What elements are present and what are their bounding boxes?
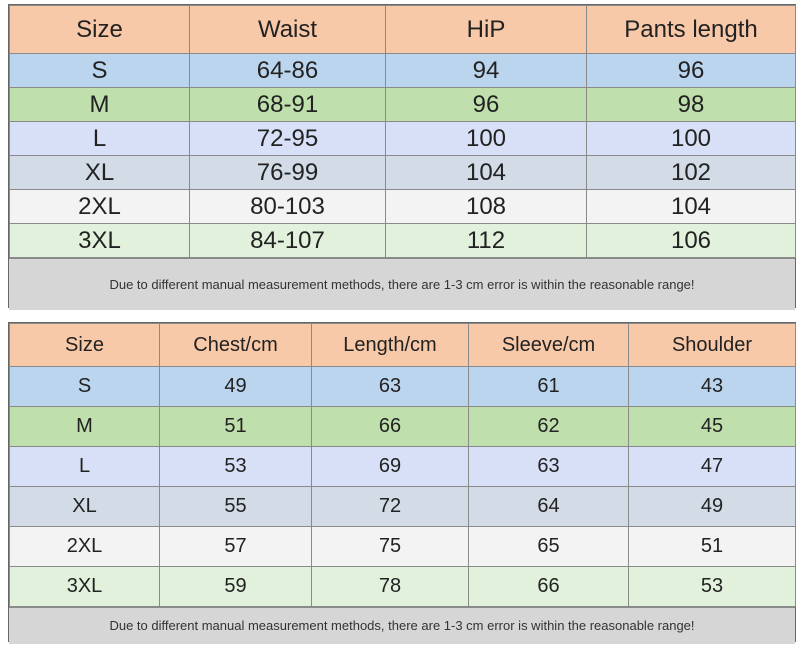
table-row: L 53 69 63 47 [9, 446, 796, 487]
pants-length-cell: 96 [586, 53, 796, 88]
size-cell: 3XL [9, 223, 190, 258]
size-cell: M [9, 87, 190, 122]
header-sleeve: Sleeve/cm [468, 323, 629, 367]
chest-cell: 59 [159, 566, 312, 607]
measurement-note: Due to different manual measurement meth… [9, 607, 795, 644]
sleeve-cell: 62 [468, 406, 629, 447]
waist-cell: 76-99 [189, 155, 386, 190]
header-shoulder: Shoulder [628, 323, 796, 367]
waist-cell: 68-91 [189, 87, 386, 122]
header-chest: Chest/cm [159, 323, 312, 367]
waist-cell: 80-103 [189, 189, 386, 224]
chest-cell: 53 [159, 446, 312, 487]
length-cell: 75 [311, 526, 469, 567]
top-size-chart: Size Chest/cm Length/cm Sleeve/cm Should… [8, 322, 796, 644]
hip-cell: 108 [385, 189, 587, 224]
table-row: 2XL 80-103 108 104 [9, 189, 796, 224]
shoulder-cell: 49 [628, 486, 796, 527]
size-cell: 3XL [9, 566, 160, 607]
sleeve-cell: 66 [468, 566, 629, 607]
table-row: S 49 63 61 43 [9, 366, 796, 407]
pants-length-cell: 106 [586, 223, 796, 258]
hip-cell: 112 [385, 223, 587, 258]
sleeve-cell: 64 [468, 486, 629, 527]
hip-cell: 96 [385, 87, 587, 122]
chest-cell: 55 [159, 486, 312, 527]
size-cell: XL [9, 155, 190, 190]
length-cell: 66 [311, 406, 469, 447]
size-cell: M [9, 406, 160, 447]
chest-cell: 51 [159, 406, 312, 447]
header-row: Size Chest/cm Length/cm Sleeve/cm Should… [9, 323, 796, 367]
table-row: M 51 66 62 45 [9, 406, 796, 447]
waist-cell: 84-107 [189, 223, 386, 258]
shoulder-cell: 51 [628, 526, 796, 567]
top-size-table: Size Chest/cm Length/cm Sleeve/cm Should… [9, 323, 796, 607]
length-cell: 63 [311, 366, 469, 407]
hip-cell: 104 [385, 155, 587, 190]
length-cell: 72 [311, 486, 469, 527]
header-waist: Waist [189, 5, 386, 54]
shoulder-cell: 53 [628, 566, 796, 607]
table-row: M 68-91 96 98 [9, 87, 796, 122]
header-size: Size [9, 5, 190, 54]
sleeve-cell: 61 [468, 366, 629, 407]
size-cell: 2XL [9, 526, 160, 567]
size-cell: S [9, 366, 160, 407]
table-row: 3XL 84-107 112 106 [9, 223, 796, 258]
size-cell: L [9, 121, 190, 156]
length-cell: 78 [311, 566, 469, 607]
table-row: XL 55 72 64 49 [9, 486, 796, 527]
table-row: L 72-95 100 100 [9, 121, 796, 156]
pants-size-table: Size Waist HiP Pants length S 64-86 94 9… [9, 5, 796, 258]
table-row: 3XL 59 78 66 53 [9, 566, 796, 607]
table-row: S 64-86 94 96 [9, 53, 796, 88]
chest-cell: 49 [159, 366, 312, 407]
shoulder-cell: 47 [628, 446, 796, 487]
header-size: Size [9, 323, 160, 367]
shoulder-cell: 45 [628, 406, 796, 447]
length-cell: 69 [311, 446, 469, 487]
pants-length-cell: 104 [586, 189, 796, 224]
shoulder-cell: 43 [628, 366, 796, 407]
size-cell: 2XL [9, 189, 190, 224]
header-row: Size Waist HiP Pants length [9, 5, 796, 54]
sleeve-cell: 63 [468, 446, 629, 487]
size-cell: S [9, 53, 190, 88]
size-cell: XL [9, 486, 160, 527]
waist-cell: 64-86 [189, 53, 386, 88]
header-pants-length: Pants length [586, 5, 796, 54]
hip-cell: 100 [385, 121, 587, 156]
table-row: 2XL 57 75 65 51 [9, 526, 796, 567]
chest-cell: 57 [159, 526, 312, 567]
pants-length-cell: 100 [586, 121, 796, 156]
pants-length-cell: 102 [586, 155, 796, 190]
size-cell: L [9, 446, 160, 487]
header-length: Length/cm [311, 323, 469, 367]
header-hip: HiP [385, 5, 587, 54]
hip-cell: 94 [385, 53, 587, 88]
measurement-note: Due to different manual measurement meth… [9, 258, 795, 310]
pants-size-chart: Size Waist HiP Pants length S 64-86 94 9… [8, 4, 796, 310]
pants-length-cell: 98 [586, 87, 796, 122]
sleeve-cell: 65 [468, 526, 629, 567]
table-row: XL 76-99 104 102 [9, 155, 796, 190]
waist-cell: 72-95 [189, 121, 386, 156]
